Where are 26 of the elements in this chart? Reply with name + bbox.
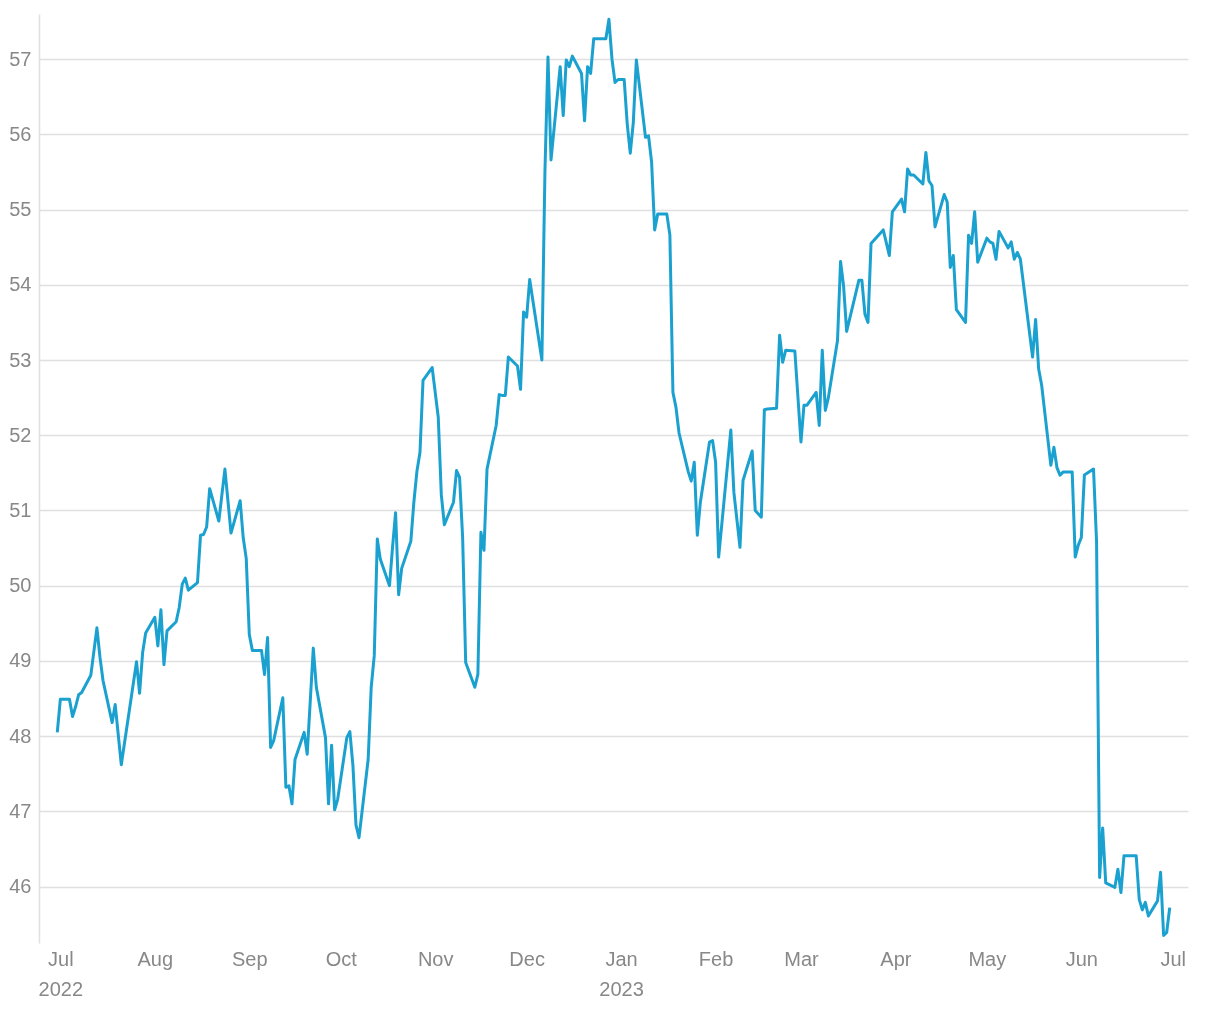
- x-tick-label: Sep: [232, 947, 268, 970]
- y-tick-label: 51: [9, 498, 32, 521]
- y-tick-label: 57: [9, 47, 32, 70]
- x-tick-label: Jun: [1065, 947, 1098, 970]
- y-tick-label: 47: [9, 799, 32, 822]
- y-tick-label: 49: [9, 649, 32, 672]
- x-tick-label: Nov: [417, 947, 454, 970]
- x-tick-label: Aug: [137, 947, 174, 970]
- x-tick-label: Dec: [509, 947, 545, 970]
- y-tick-label: 52: [9, 423, 32, 446]
- x-tick-label: May: [968, 947, 1007, 970]
- x-tick-label: Jul 2022: [38, 947, 84, 1000]
- x-tick-label: Mar: [784, 947, 819, 970]
- x-tick-label: Oct: [325, 947, 358, 970]
- x-tick-label: Jul: [1160, 947, 1187, 970]
- y-tick-label: 48: [9, 724, 32, 747]
- x-tick-label: Apr: [880, 947, 912, 970]
- x-tick-label: Jan 2023: [599, 947, 644, 1000]
- y-tick-label: 53: [9, 348, 32, 371]
- y-tick-label: 56: [9, 122, 32, 145]
- y-tick-label: 54: [9, 273, 32, 296]
- line-series: [55, 17, 1172, 937]
- y-tick-label: 46: [9, 875, 32, 898]
- x-tick-label: Feb: [698, 947, 734, 970]
- y-tick-label: 55: [9, 198, 32, 221]
- y-tick-label: 50: [9, 574, 32, 597]
